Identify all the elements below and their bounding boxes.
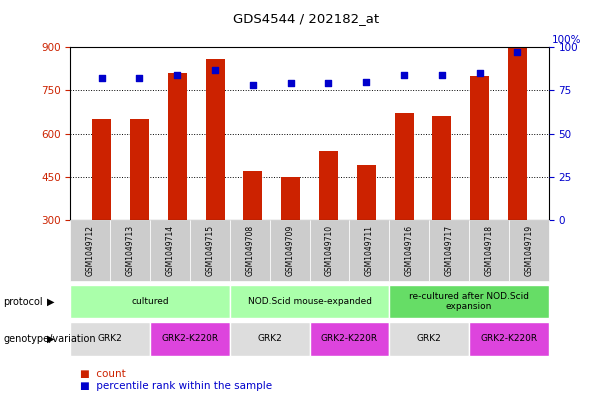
Point [135,75,145,81]
Text: genotype/variation: genotype/variation [3,334,96,344]
Point [474,70,484,76]
Point [172,72,182,78]
Text: GSM1049719: GSM1049719 [524,225,533,276]
Text: GRK2-K220R: GRK2-K220R [480,334,538,343]
Bar [130,119,149,220]
Text: NOD.Scid mouse-expanded: NOD.Scid mouse-expanded [248,297,371,306]
Text: ■  percentile rank within the sample: ■ percentile rank within the sample [80,381,272,391]
Text: GSM1049714: GSM1049714 [166,225,175,276]
Text: GSM1049718: GSM1049718 [484,225,493,276]
Text: GRK2-K220R: GRK2-K220R [321,334,378,343]
Point [97,75,107,81]
Bar [243,171,262,220]
Text: GRK2-K220R: GRK2-K220R [161,334,219,343]
Text: GSM1049715: GSM1049715 [205,225,215,276]
Point [512,49,522,55]
Bar [319,151,338,220]
Bar [92,119,111,220]
Text: 100%: 100% [552,35,581,45]
Text: protocol: protocol [3,297,43,307]
Bar [508,47,527,220]
Text: GSM1049708: GSM1049708 [245,225,254,276]
Text: GDS4544 / 202182_at: GDS4544 / 202182_at [234,12,379,25]
Text: cultured: cultured [131,297,169,306]
Text: re-cultured after NOD.Scid
expansion: re-cultured after NOD.Scid expansion [409,292,529,311]
Bar [168,73,187,220]
Text: GSM1049713: GSM1049713 [126,225,135,276]
Point [286,80,295,86]
Text: ▶: ▶ [47,297,55,307]
Point [437,72,447,78]
Bar [205,59,224,220]
Text: GRK2: GRK2 [98,334,123,343]
Bar [357,165,376,220]
Text: ▶: ▶ [47,334,55,344]
Point [399,72,409,78]
Text: GSM1049711: GSM1049711 [365,225,374,276]
Text: ■  count: ■ count [80,369,126,379]
Bar [432,116,451,220]
Bar [470,76,489,220]
Point [361,79,371,85]
Text: GRK2: GRK2 [417,334,441,343]
Text: GRK2: GRK2 [257,334,282,343]
Point [248,82,258,88]
Point [210,66,220,73]
Bar [395,114,414,220]
Text: GSM1049717: GSM1049717 [444,225,454,276]
Text: GSM1049716: GSM1049716 [405,225,414,276]
Text: GSM1049709: GSM1049709 [285,225,294,276]
Bar [281,177,300,220]
Text: GSM1049712: GSM1049712 [86,225,95,276]
Text: GSM1049710: GSM1049710 [325,225,334,276]
Point [324,80,333,86]
